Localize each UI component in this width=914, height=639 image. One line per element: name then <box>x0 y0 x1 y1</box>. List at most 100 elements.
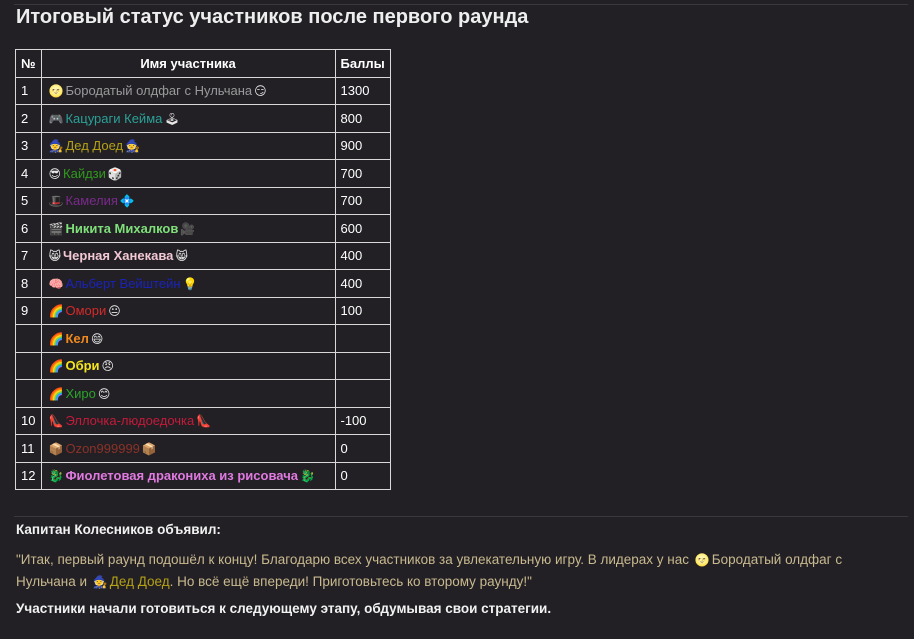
row-score: 800 <box>334 104 391 133</box>
participant-name: Дед Доед <box>65 138 124 154</box>
participant-name: Альберт Вейштейн <box>65 275 181 291</box>
table-row: 6 🎬 Никита Михалков 🎥 600 <box>15 214 391 243</box>
leader2-emoji-icon: 🧙 <box>92 575 108 589</box>
participant-name: Омори <box>65 303 107 319</box>
leader1-emoji-icon: 🌝 <box>694 553 710 567</box>
participant-emoji-icon: 🎩 <box>48 194 64 209</box>
table-row: 3 🧙 Дед Доед 🧙 900 <box>15 131 391 160</box>
participant-emoji-icon: 🧠 <box>48 276 64 291</box>
row-number: 4 <box>15 159 42 188</box>
table-row: 5 🎩 Камелия 💠 700 <box>15 186 391 215</box>
participant-emoji-icon: 🕹 <box>164 111 180 126</box>
row-score: 100 <box>334 296 391 325</box>
participant-emoji-icon: 🧙 <box>48 139 64 154</box>
top-divider <box>14 4 908 5</box>
leader2-name: Дед Доед <box>109 574 170 589</box>
table-row: 2 🎮 Кацураги Кейма 🕹 800 <box>15 104 391 133</box>
participant-name: Ozon999999 <box>65 440 140 456</box>
participant-emoji-icon: 😄 <box>90 331 104 346</box>
participant-cell: 😎 Кайдзи 🎲 <box>40 159 336 188</box>
participant-name: Кацураги Кейма <box>65 110 163 126</box>
participant-name: Камелия <box>65 193 118 209</box>
row-score <box>334 379 391 408</box>
message-author: Капитан Колесников объявил: <box>16 522 221 537</box>
table-row: 12 🐉 Фиолетовая дракониха из рисовача 🐉 0 <box>15 461 391 490</box>
quote-part-3: . Но всё ещё впереди! Приготовьтесь ко в… <box>169 574 532 589</box>
table-row: 4 😎 Кайдзи 🎲 700 <box>15 159 391 188</box>
participant-cell: 📦 Ozon999999 📦 <box>40 434 336 463</box>
participant-emoji-icon: 🎬 <box>48 221 64 236</box>
participant-emoji-icon: 🌈 <box>48 304 64 319</box>
table-row: 7 😸 Черная Ханекава 😸 400 <box>15 241 391 270</box>
quote-part-2: и <box>75 574 91 589</box>
participant-cell: 🌈 Кел 😄 <box>40 324 336 353</box>
participant-cell: 👠 Эллочка-людоедочка 👠 <box>40 406 336 435</box>
participant-name: Обри <box>65 358 100 374</box>
participant-emoji-icon: 😊 <box>97 386 111 401</box>
row-score: 400 <box>334 241 391 270</box>
row-score: 600 <box>334 214 391 243</box>
participant-emoji-icon: 💡 <box>182 276 198 291</box>
participant-name: Черная Ханекава <box>63 248 174 264</box>
participant-emoji-icon: 👠 <box>48 414 64 429</box>
participant-emoji-icon: 😎 <box>48 166 62 181</box>
row-score <box>334 324 391 353</box>
row-score: 700 <box>334 159 391 188</box>
row-number: 8 <box>15 269 42 298</box>
row-score: -100 <box>334 406 391 435</box>
row-score: 900 <box>334 131 391 160</box>
row-number <box>15 351 42 380</box>
header-score: Баллы <box>334 49 391 78</box>
participant-name: Хиро <box>65 385 96 401</box>
participant-emoji-icon: 😐 <box>108 304 121 319</box>
participant-cell: 🧙 Дед Доед 🧙 <box>40 131 336 160</box>
table-row: 10 👠 Эллочка-людоедочка 👠 -100 <box>15 406 391 435</box>
row-score: 0 <box>334 434 391 463</box>
row-score: 700 <box>334 186 391 215</box>
participant-cell: 🎮 Кацураги Кейма 🕹 <box>40 104 336 133</box>
page-title: Итоговый статус участников после первого… <box>16 6 529 28</box>
participant-name: Эллочка-людоедочка <box>65 413 195 429</box>
participant-cell: 🎬 Никита Михалков 🎥 <box>40 214 336 243</box>
message-divider <box>14 516 908 517</box>
participant-emoji-icon: 😸 <box>48 249 62 264</box>
participant-emoji-icon: 🐉 <box>299 469 315 484</box>
participant-name: Кайдзи <box>63 165 106 181</box>
participant-emoji-icon: 😠 <box>101 359 115 374</box>
row-score: 1300 <box>334 76 391 105</box>
participant-emoji-icon: 📦 <box>48 441 64 456</box>
participant-name: Бородатый олдфаг с Нульчана <box>65 83 253 99</box>
row-number: 9 <box>15 296 42 325</box>
row-number: 2 <box>15 104 42 133</box>
participant-emoji-icon: 🌝 <box>48 84 64 99</box>
table-row: 9 🌈 Омори 😐 100 <box>15 296 391 325</box>
table-row: 🌈 Кел 😄 <box>15 324 391 353</box>
participant-cell: 🌈 Хиро 😊 <box>40 379 336 408</box>
participant-emoji-icon: 🌈 <box>48 331 64 346</box>
participant-emoji-icon: 🎲 <box>107 166 123 181</box>
row-number: 10 <box>15 406 42 435</box>
row-number: 3 <box>15 131 42 160</box>
row-number <box>15 379 42 408</box>
row-score <box>334 351 391 380</box>
participant-emoji-icon: 🎮 <box>48 111 64 126</box>
row-number: 11 <box>15 434 42 463</box>
participant-emoji-icon: 💠 <box>119 194 135 209</box>
row-score: 400 <box>334 269 391 298</box>
participant-name: Никита Михалков <box>65 220 179 236</box>
participant-emoji-icon: 🌈 <box>48 359 64 374</box>
table-header-row: № Имя участника Баллы <box>15 49 391 78</box>
message-quote: "Итак, первый раунд подошёл к концу! Бла… <box>16 549 896 593</box>
row-number: 6 <box>15 214 42 243</box>
header-name: Имя участника <box>40 49 336 78</box>
message-footer: Участники начали готовиться к следующему… <box>16 601 552 616</box>
table-row: 🌈 Хиро 😊 <box>15 379 391 408</box>
participant-cell: 🌈 Обри 😠 <box>40 351 336 380</box>
participant-cell: 🧠 Альберт Вейштейн 💡 <box>40 269 336 298</box>
row-number: 12 <box>15 461 42 490</box>
table-body: 1 🌝 Бородатый олдфаг с Нульчана 😏 1300 2 🎮 Кацу… <box>15 76 391 490</box>
participants-table: № Имя участника Баллы 1 🌝 Бородатый олдфаг… <box>15 49 391 490</box>
participant-cell: 🌝 Бородатый олдфаг с Нульчана 😏 <box>40 76 336 105</box>
participant-cell: 🌈 Омори 😐 <box>40 296 336 325</box>
